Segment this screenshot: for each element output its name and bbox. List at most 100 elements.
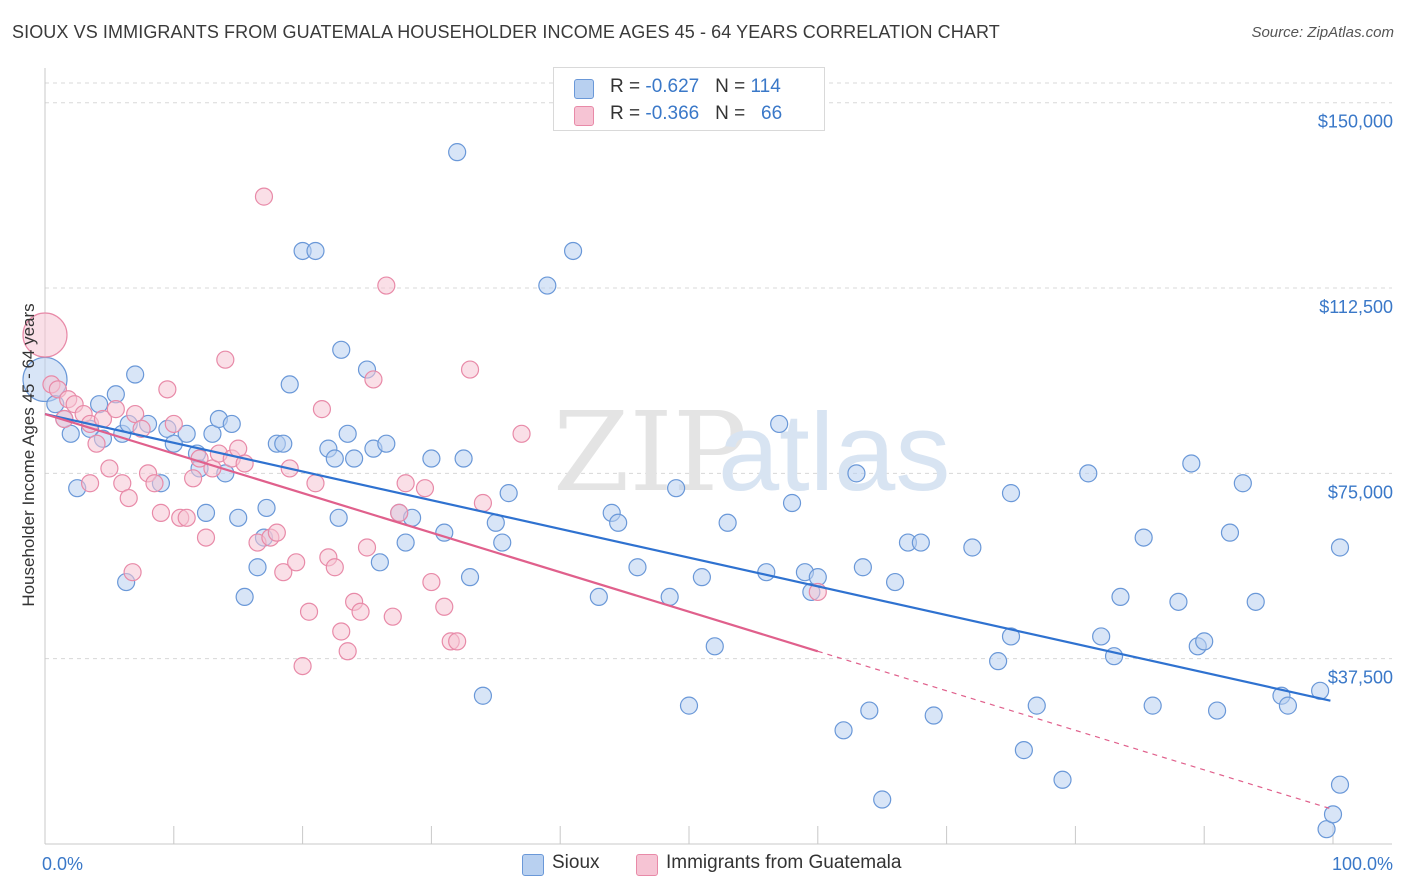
legend-row-guatemala-text: R = -0.366 N = 66: [610, 103, 782, 125]
sioux-point: [1014, 741, 1033, 760]
guatemala-point: [177, 508, 196, 527]
sioux-point: [1001, 484, 1021, 503]
sioux-point: [963, 538, 982, 557]
sioux-point: [1001, 627, 1021, 646]
sioux-point: [1207, 701, 1227, 720]
sioux-point: [718, 513, 737, 532]
sioux-point: [345, 449, 364, 468]
sioux-point: [325, 449, 344, 468]
sioux-point: [770, 414, 789, 434]
guatemala-legend-swatch: [636, 854, 658, 876]
sioux-point: [306, 241, 325, 261]
sioux-point: [853, 558, 872, 577]
sioux-point: [1330, 538, 1350, 557]
sioux-point: [885, 572, 905, 592]
sioux-point: [1195, 632, 1214, 651]
guatemala-point: [422, 572, 441, 592]
guatemala-point: [80, 474, 100, 493]
sioux-point: [609, 513, 628, 532]
sioux-point: [757, 563, 776, 582]
sioux-point: [1134, 528, 1153, 547]
guatemala-trend-extension: [817, 650, 1334, 810]
sioux-point: [499, 484, 518, 503]
sioux-point: [126, 365, 145, 384]
guatemala-point: [106, 400, 125, 419]
guatemala-point: [383, 607, 402, 626]
sioux-point: [493, 533, 512, 552]
sioux-point: [396, 533, 415, 552]
guatemala-point: [287, 553, 306, 572]
guatemala-point: [184, 469, 203, 488]
sioux-point: [705, 637, 724, 656]
guatemala-point: [460, 360, 480, 379]
sioux-point: [177, 424, 196, 443]
y-tick-label: $75,000: [1328, 482, 1393, 502]
x-tick-label: 100.0%: [1332, 854, 1393, 874]
sioux-point: [1182, 454, 1201, 473]
sioux-point: [1143, 696, 1162, 715]
guatemala-point: [145, 474, 164, 493]
sioux-point: [248, 558, 267, 577]
sioux-point: [448, 143, 467, 162]
chart-title: SIOUX VS IMMIGRANTS FROM GUATEMALA HOUSE…: [12, 22, 1000, 42]
sioux-point: [563, 241, 583, 261]
sioux-point: [589, 587, 608, 607]
sioux-point: [274, 434, 293, 453]
sioux-point: [1053, 770, 1072, 789]
guatemala-point: [364, 370, 383, 389]
guatemala-point: [325, 558, 344, 577]
y-tick-label: $150,000: [1318, 112, 1393, 132]
guatemala-point: [332, 622, 351, 641]
sioux-point: [924, 706, 943, 725]
sioux-point: [1246, 592, 1265, 611]
y-tick-label: $112,500: [1319, 297, 1393, 317]
guatemala-point: [293, 656, 312, 676]
guatemala-swatch: [574, 106, 594, 126]
sioux-point: [538, 276, 557, 295]
sioux-swatch: [574, 79, 594, 99]
sioux-point: [257, 498, 276, 518]
sioux-point: [454, 449, 473, 468]
guatemala-point: [132, 419, 151, 438]
sioux-point: [1278, 696, 1298, 715]
sioux-point: [235, 587, 254, 607]
guatemala-point: [357, 538, 377, 557]
x-tick-label: 0.0%: [42, 854, 83, 874]
y-tick-label: $37,500: [1328, 668, 1393, 688]
sioux-point: [196, 503, 216, 522]
guatemala-point: [473, 493, 493, 513]
guatemala-point: [274, 563, 293, 582]
sioux-point: [1169, 592, 1188, 611]
sioux-trend-line: [44, 412, 1331, 702]
correlation-legend: R = -0.627 N = 114 R = -0.366 N = 66: [553, 67, 825, 131]
r-label: R =: [610, 76, 646, 97]
guatemala-point: [351, 602, 370, 621]
guatemala-point: [164, 414, 183, 434]
guatemala-point: [390, 503, 409, 522]
guatemala-point: [338, 642, 357, 661]
guatemala-point: [448, 632, 467, 651]
guatemala-point: [306, 474, 325, 493]
sioux-point: [338, 424, 357, 443]
guatemala-legend-label: Immigrants from Guatemala: [666, 852, 902, 873]
sioux-point: [1092, 627, 1111, 646]
r-value: -0.627: [645, 76, 700, 97]
sioux-point: [1323, 805, 1343, 824]
sioux-point: [667, 479, 686, 498]
guatemala-point: [87, 434, 106, 453]
sioux-point: [782, 493, 802, 513]
sioux-point: [332, 340, 351, 359]
guatemala-point: [196, 528, 216, 547]
sioux-point: [1233, 474, 1252, 493]
sioux-point: [460, 568, 480, 587]
sioux-point: [873, 790, 892, 809]
sioux-point: [280, 375, 299, 394]
guatemala-point: [377, 276, 396, 295]
grid-lines: [45, 82, 1392, 660]
sioux-point: [370, 553, 389, 572]
source-label: Source: ZipAtlas.com: [1251, 24, 1394, 41]
sioux-point: [1111, 587, 1130, 607]
sioux-point: [422, 449, 441, 468]
guatemala-point: [512, 424, 531, 443]
